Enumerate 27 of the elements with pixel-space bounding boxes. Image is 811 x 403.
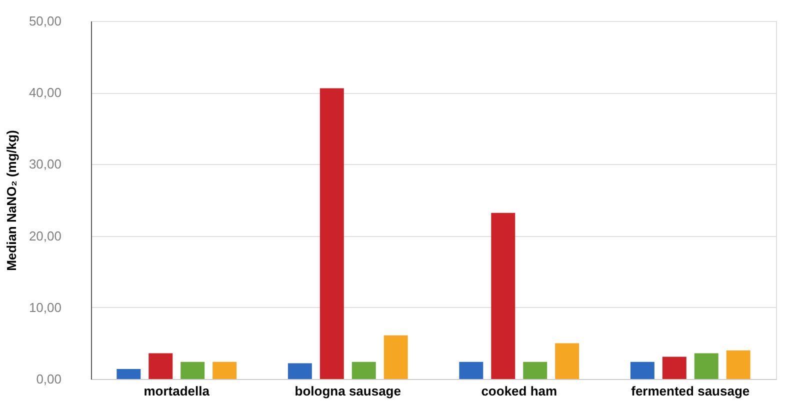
bar bbox=[212, 362, 237, 379]
x-tick-label: bologna sausage bbox=[294, 384, 401, 398]
x-tick-label: cooked ham bbox=[481, 384, 558, 398]
y-tick-label: 10,00 bbox=[28, 300, 62, 315]
bar bbox=[288, 363, 312, 379]
bar bbox=[180, 362, 205, 379]
y-tick-label: 40,00 bbox=[28, 85, 62, 100]
y-tick-label: 50,00 bbox=[28, 14, 62, 28]
bar bbox=[352, 362, 376, 379]
bar bbox=[694, 353, 718, 379]
bar bbox=[116, 368, 141, 379]
bar bbox=[630, 362, 654, 379]
x-tick-label: mortadella bbox=[144, 384, 210, 398]
x-tick-label: fermented sausage bbox=[631, 384, 750, 398]
bar bbox=[320, 88, 344, 379]
y-tick-label: 20,00 bbox=[28, 228, 62, 244]
y-tick-label: 30,00 bbox=[28, 156, 62, 172]
y-tick-label: 0,00 bbox=[36, 372, 62, 386]
bar bbox=[384, 335, 408, 379]
bar bbox=[726, 350, 750, 379]
bar bbox=[662, 356, 686, 379]
bar bbox=[459, 362, 484, 379]
bar bbox=[148, 353, 173, 379]
bar bbox=[491, 212, 516, 379]
y-axis-title: Median NaNO₂ (mg/kg) bbox=[4, 130, 19, 271]
bar bbox=[523, 362, 548, 379]
bar bbox=[555, 343, 580, 379]
